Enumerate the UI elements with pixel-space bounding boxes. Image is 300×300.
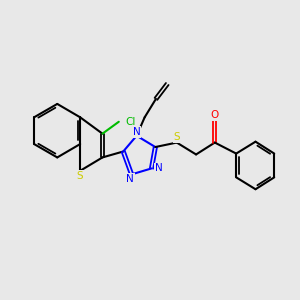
Text: N: N xyxy=(133,127,140,137)
Text: S: S xyxy=(173,132,180,142)
Text: Cl: Cl xyxy=(125,117,136,127)
Text: O: O xyxy=(211,110,219,120)
Text: S: S xyxy=(77,171,83,181)
Text: N: N xyxy=(126,174,134,184)
Text: N: N xyxy=(155,164,163,173)
